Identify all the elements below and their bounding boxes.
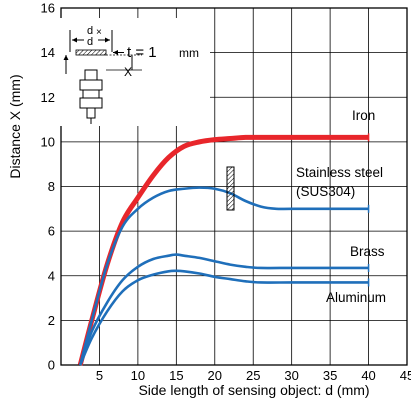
d-label-top: d (87, 25, 93, 37)
sensor-nut-lower (79, 97, 103, 109)
sensor-head (84, 69, 98, 81)
x-tick-label: 45 (400, 368, 411, 383)
series-group (77, 133, 370, 366)
x-tick-label: 25 (246, 368, 260, 383)
series-line-stainless-steel-sus304 (78, 186, 369, 366)
y-tick-label: 10 (41, 134, 55, 149)
sensor-axis-arrowhead (63, 55, 69, 60)
series-label-aluminum: Aluminum (326, 290, 386, 305)
sensor-cable (86, 107, 96, 119)
tick-labels: 5 10 15 20 25 30 35 40 45 0 2 4 6 8 10 12 14 16 (41, 1, 411, 384)
y-tick-label: 4 (48, 268, 55, 283)
t-arrowhead (113, 50, 118, 55)
inset-background (60, 18, 210, 126)
series-label-stainless-line2: (SUS304) (296, 184, 355, 199)
x-tick-label: 30 (284, 368, 298, 383)
thickness-unit: mm (179, 46, 199, 60)
x-tick-label: 35 (323, 368, 337, 383)
d-arrowhead-left (72, 37, 77, 43)
target-marker (226, 166, 235, 211)
y-tick-label: 6 (48, 224, 55, 239)
x-tick-label: 10 (131, 368, 145, 383)
series-line-aluminum (79, 269, 369, 366)
d-arrowhead-right (105, 37, 110, 43)
series-line-brass (78, 253, 369, 366)
x-axis-label: Side length of sensing object: d (mm) (138, 382, 369, 398)
series-label-brass: Brass (350, 244, 385, 259)
thickness-label: t = 1 (127, 44, 157, 61)
y-tick-label: 14 (41, 45, 55, 60)
y-axis-label: Distance X (mm) (7, 74, 23, 178)
target-plate (75, 49, 107, 56)
x-tick-label: 20 (208, 368, 222, 383)
sensor-inset-diagram: d × d t = 1 mm X (60, 18, 210, 126)
series-labels: Iron Stainless steel (SUS304) Brass Aluminum (296, 108, 386, 305)
x-tick-label: 5 (96, 368, 103, 383)
series-label-iron: Iron (352, 108, 375, 123)
x-label: X (124, 65, 132, 79)
d-label-bottom: d (87, 36, 93, 48)
sensor-body (82, 89, 100, 99)
sensor-nut-upper (79, 79, 103, 91)
y-tick-label: 8 (48, 179, 55, 194)
x-tick-label: 40 (361, 368, 375, 383)
y-tick-label: 0 (48, 358, 55, 373)
series-label-stainless-line1: Stainless steel (296, 165, 383, 180)
times-symbol: × (96, 27, 102, 38)
y-tick-label: 16 (41, 1, 55, 16)
y-tick-label: 12 (41, 90, 55, 105)
plot-frame (60, 7, 408, 366)
x-tick-label: 15 (169, 368, 183, 383)
y-tick-label: 2 (48, 313, 55, 328)
